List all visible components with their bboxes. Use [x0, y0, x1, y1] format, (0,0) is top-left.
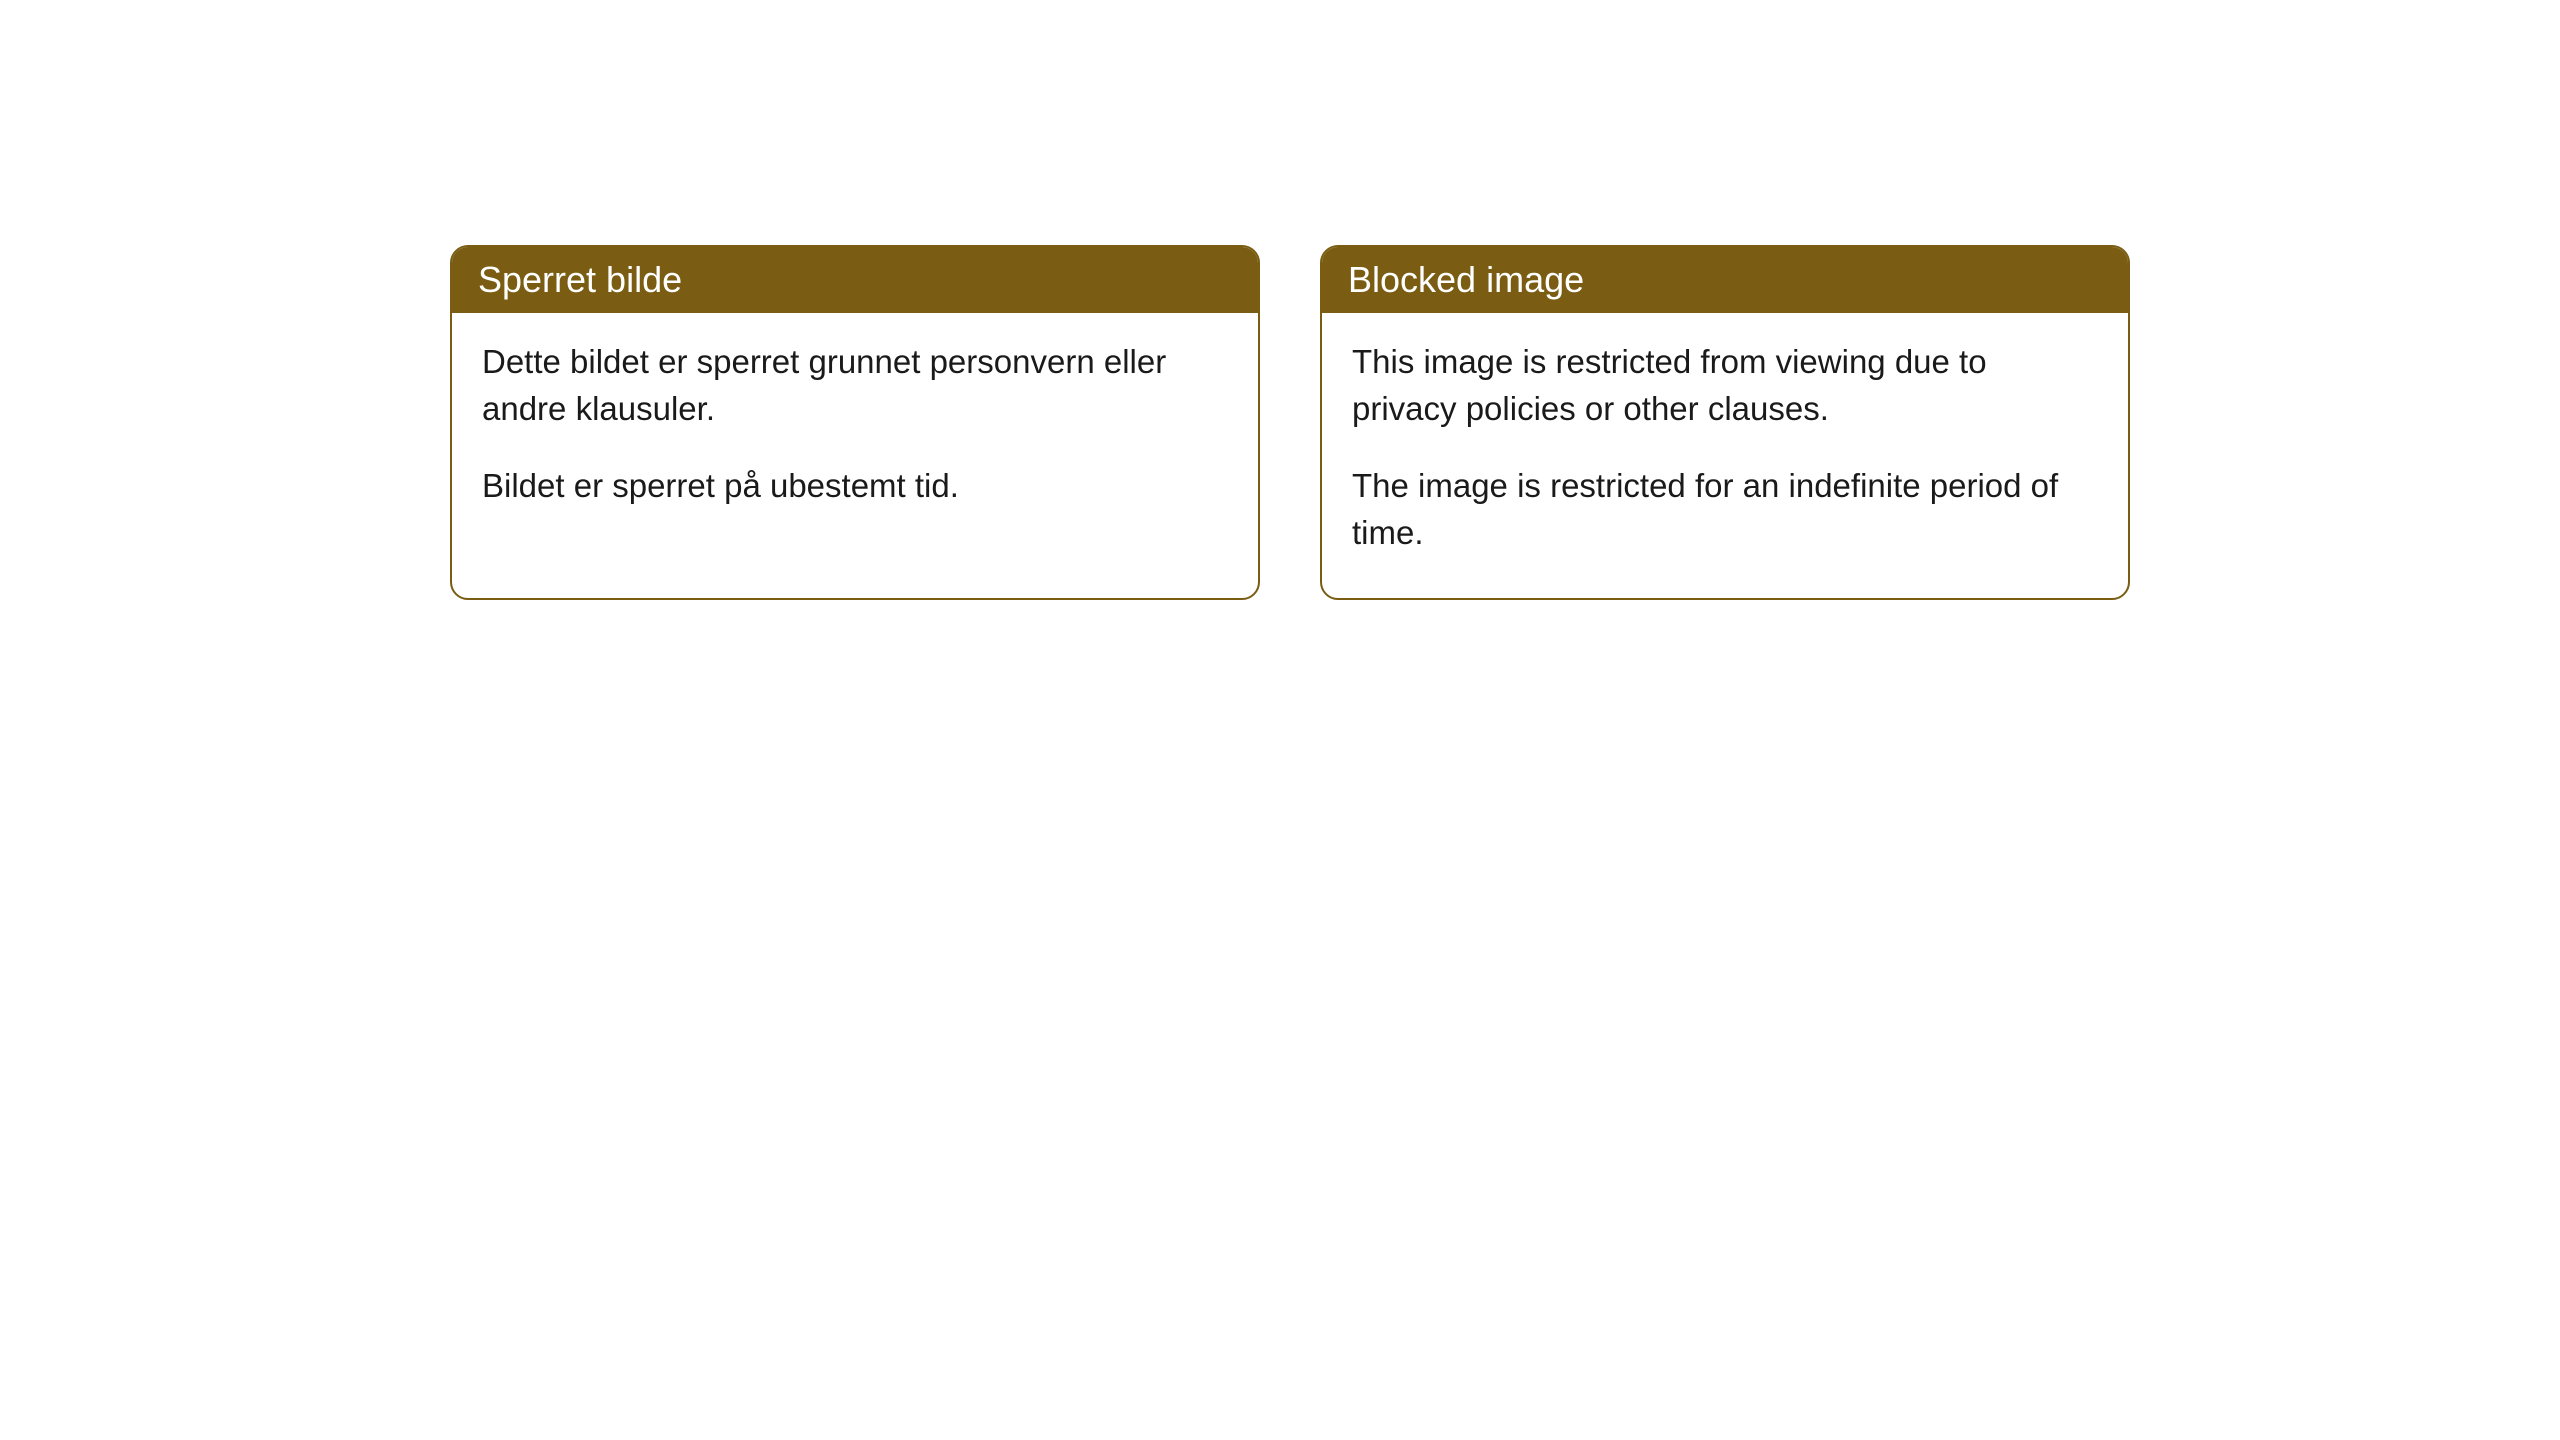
card-paragraph-1-no: Dette bildet er sperret grunnet personve… [482, 339, 1228, 433]
blocked-image-card-no: Sperret bilde Dette bildet er sperret gr… [450, 245, 1260, 600]
card-body-en: This image is restricted from viewing du… [1322, 313, 2128, 598]
card-paragraph-2-no: Bildet er sperret på ubestemt tid. [482, 463, 1228, 510]
card-paragraph-2-en: The image is restricted for an indefinit… [1352, 463, 2098, 557]
card-paragraph-1-en: This image is restricted from viewing du… [1352, 339, 2098, 433]
card-header-no: Sperret bilde [452, 247, 1258, 313]
card-header-en: Blocked image [1322, 247, 2128, 313]
blocked-image-card-en: Blocked image This image is restricted f… [1320, 245, 2130, 600]
cards-container: Sperret bilde Dette bildet er sperret gr… [0, 0, 2560, 600]
card-body-no: Dette bildet er sperret grunnet personve… [452, 313, 1258, 552]
